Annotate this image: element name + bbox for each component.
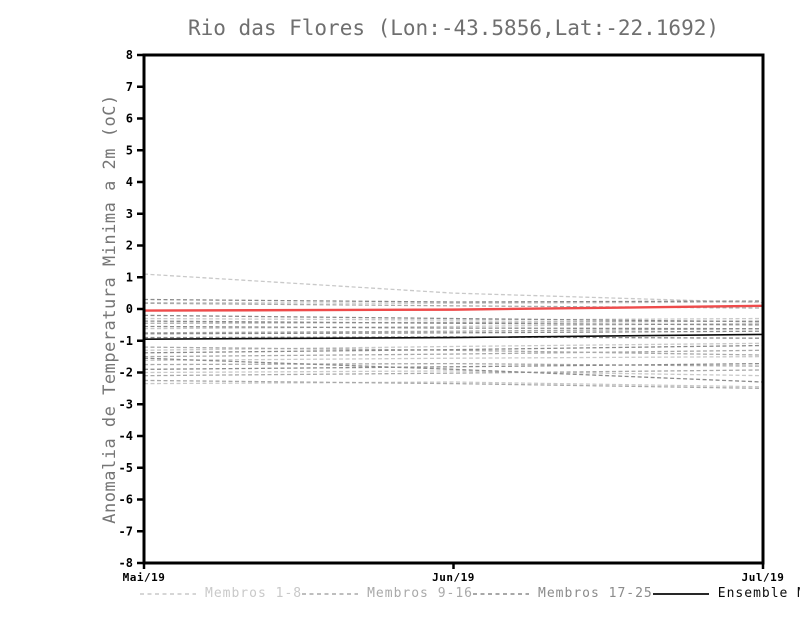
y-tick-label: -8 (119, 556, 133, 570)
member-line (143, 325, 764, 330)
y-tick-label: -7 (119, 524, 133, 538)
y-tick-label: 1 (126, 270, 133, 284)
y-tick-label: -4 (119, 429, 133, 443)
y-tick-label: 4 (126, 175, 133, 189)
member-line (143, 346, 764, 356)
member-line (143, 322, 764, 330)
member-line (143, 317, 764, 321)
legend-item: Membros 1-8 (140, 586, 302, 601)
legend-item: Membros 17-25 (473, 586, 653, 601)
legend-item: Membros 9-16 (302, 586, 473, 601)
y-tick-label: -5 (119, 461, 133, 475)
member-line (143, 357, 764, 383)
y-tick-label: 8 (126, 48, 133, 62)
x-tick-label: Mai/19 (123, 571, 166, 584)
member-line (143, 328, 764, 334)
y-tick-label: 0 (126, 302, 133, 316)
member-line (143, 314, 764, 323)
member-line (143, 362, 764, 367)
member-line (143, 342, 764, 351)
y-tick-label: 2 (126, 239, 133, 253)
legend-label: Membros 1-8 (205, 586, 303, 601)
member-line (143, 336, 764, 339)
x-tick-label: Jun/19 (432, 571, 475, 584)
member-line (143, 298, 764, 303)
member-line (143, 349, 764, 358)
highlight-line (143, 304, 764, 312)
legend-line-sample (140, 592, 196, 595)
legend-label: Membros 9-16 (367, 586, 474, 601)
chart-legend: Membros 1-8 Membros 9-16 Membros 17-25 Ense… (140, 586, 800, 601)
member-line (143, 320, 764, 326)
member-line (143, 362, 764, 370)
y-tick-label: -2 (119, 366, 133, 380)
ensemble-mean-line (143, 333, 764, 340)
member-line (143, 370, 764, 377)
legend-line-sample (473, 592, 530, 595)
legend-line-sample (302, 592, 359, 595)
member-line (143, 379, 764, 390)
member-line (143, 355, 764, 362)
member-line (143, 369, 764, 377)
y-tick-label: 6 (126, 112, 133, 126)
member-line (143, 381, 764, 388)
legend-line-sample (652, 592, 709, 595)
y-tick-label: -1 (119, 334, 133, 348)
member-line (143, 320, 764, 324)
legend-label: Ensemble Mean (717, 586, 800, 601)
member-line (143, 344, 764, 354)
y-tick-label: 7 (126, 80, 133, 94)
x-tick-label: Jul/19 (742, 571, 785, 584)
member-line (143, 273, 764, 304)
legend-label: Membros 17-25 (538, 586, 653, 601)
legend-item: Ensemble Mean (652, 586, 800, 601)
y-tick-label: 3 (126, 207, 133, 221)
y-tick-label: 5 (126, 143, 133, 157)
y-tick-label: -6 (119, 493, 133, 507)
member-line (143, 330, 764, 335)
member-line (143, 301, 764, 304)
y-tick-label: -3 (119, 397, 133, 411)
chart-title: Rio das Flores (Lon:-43.5856,Lat:-22.169… (187, 16, 719, 40)
